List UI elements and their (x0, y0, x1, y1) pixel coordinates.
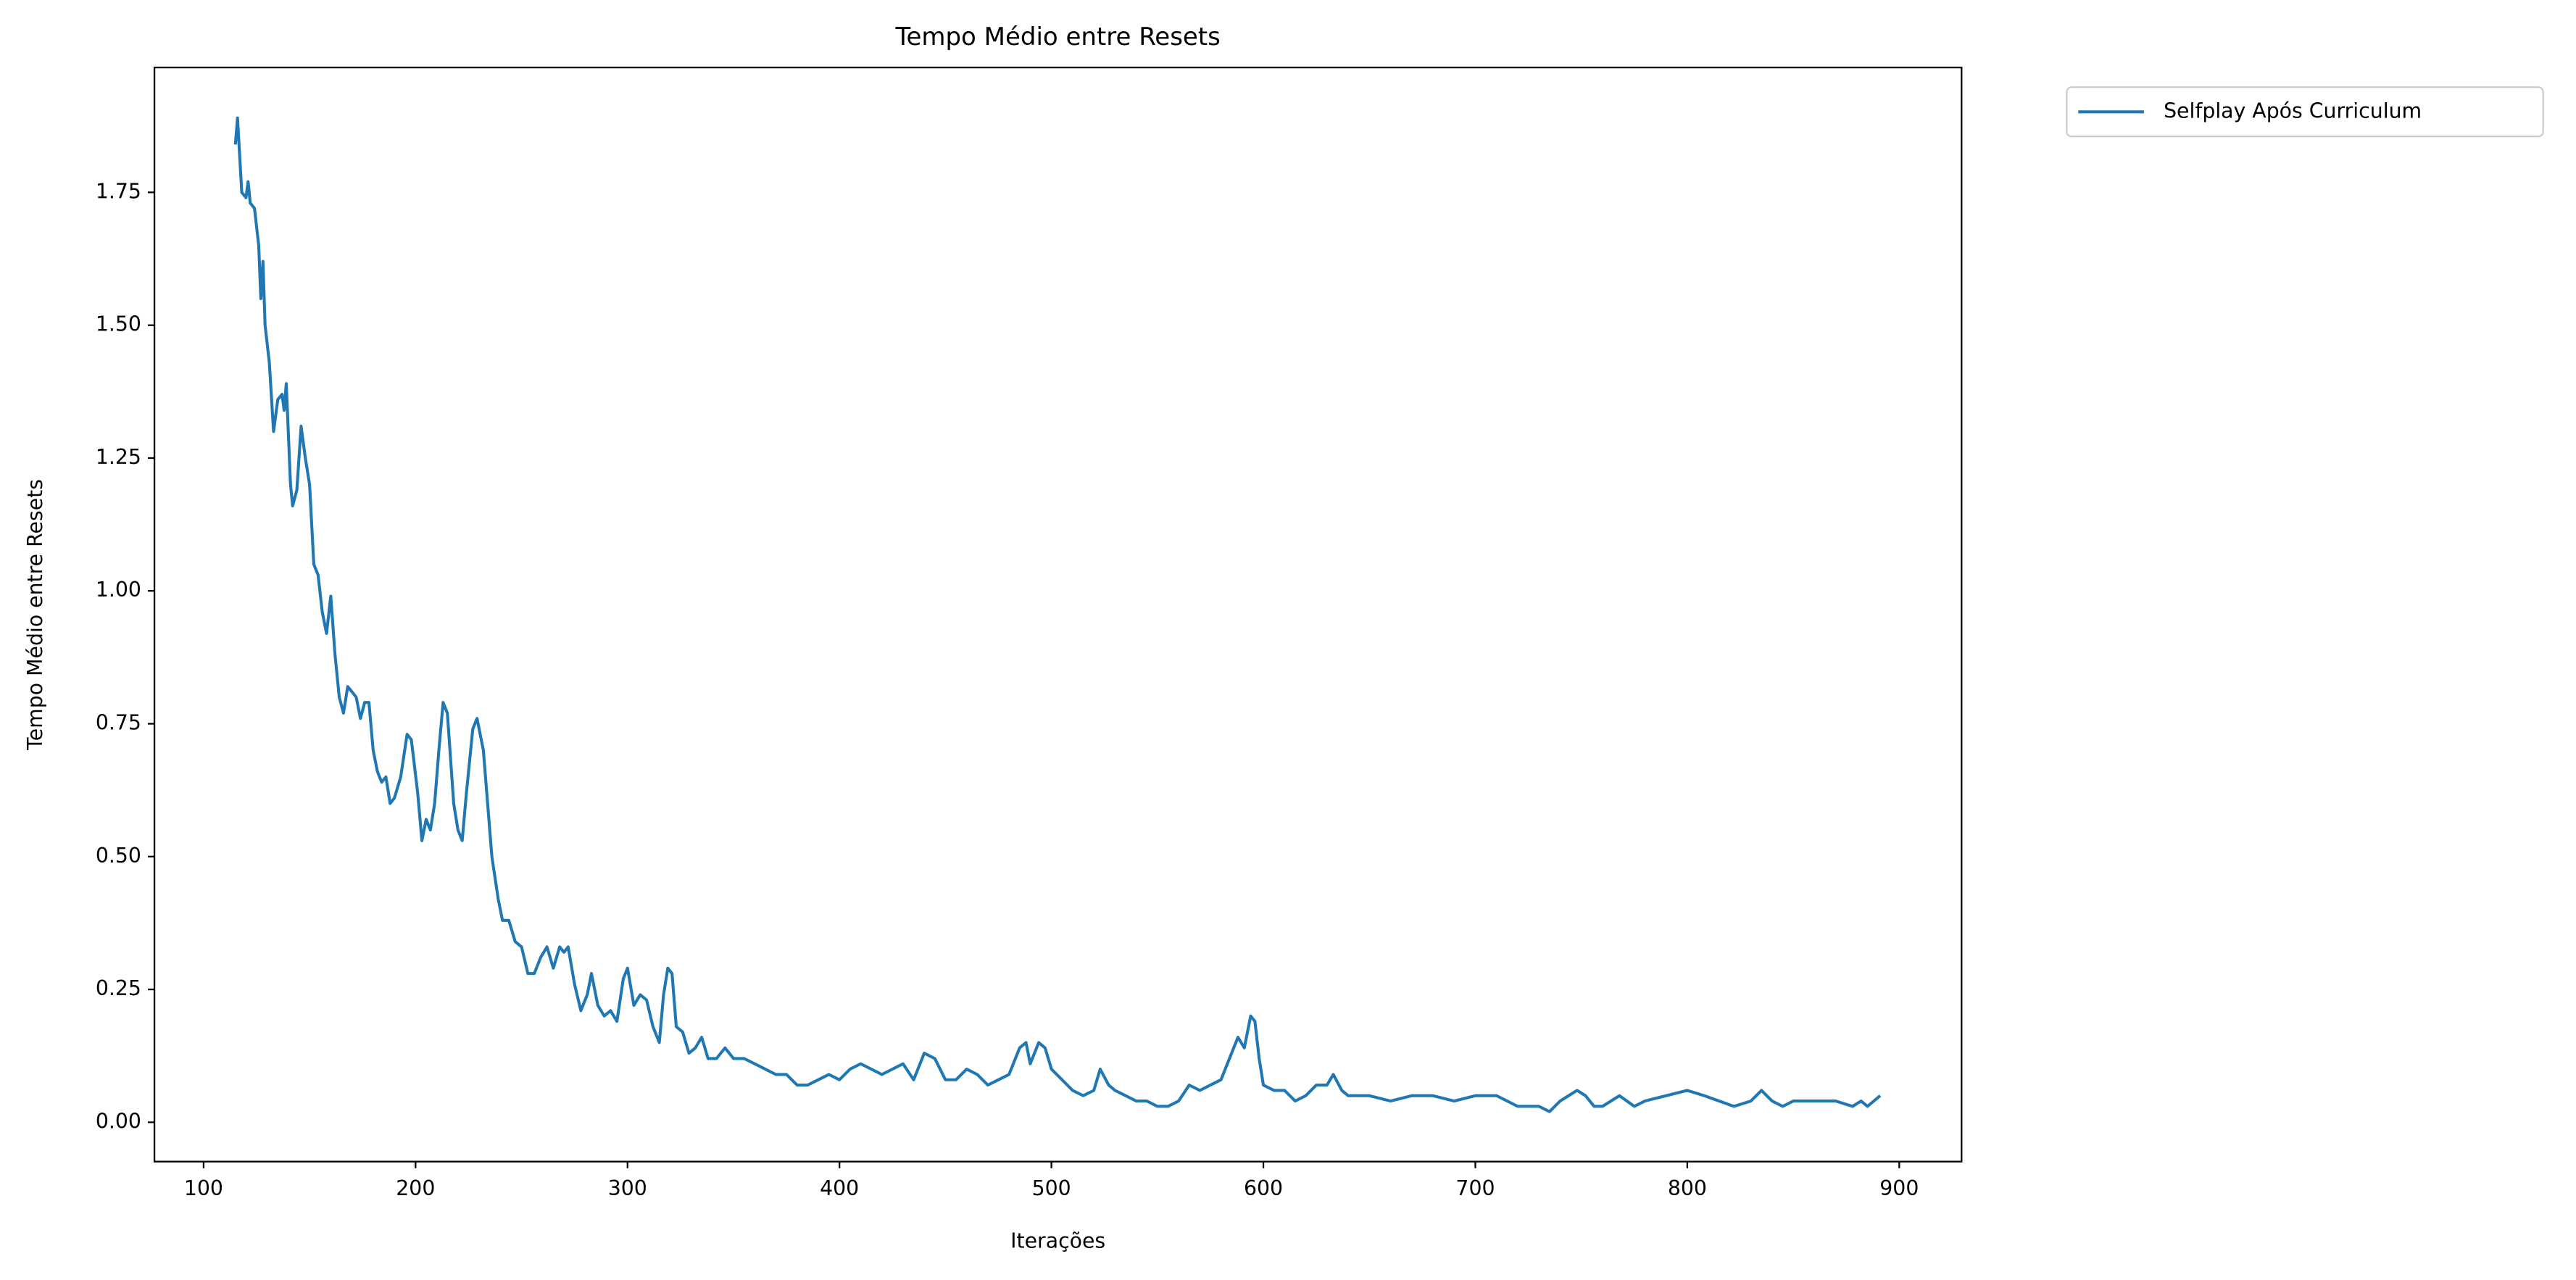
y-tick-label: 0.00 (96, 1109, 141, 1133)
plot-frame (153, 66, 1963, 1163)
x-tick-label: 500 (1032, 1176, 1071, 1200)
y-tick-label: 1.75 (96, 179, 141, 203)
chart-title: Tempo Médio entre Resets (894, 22, 1220, 51)
legend-label: Selfplay Após Curriculum (2164, 99, 2422, 122)
data-line (233, 116, 1882, 1113)
y-axis-label: Tempo Médio entre Resets (23, 479, 47, 751)
x-tick-label: 700 (1455, 1176, 1495, 1200)
x-tick-label: 900 (1879, 1176, 1919, 1200)
x-tick-label: 400 (820, 1176, 859, 1200)
y-tick-label: 0.50 (96, 844, 141, 868)
legend-box (2066, 86, 2544, 138)
y-tick-label: 0.25 (96, 976, 141, 1000)
y-tick-label: 1.50 (96, 312, 141, 336)
y-tick-label: 0.75 (96, 711, 141, 735)
x-axis-label: Iterações (1010, 1229, 1105, 1253)
y-tick-label: 1.25 (96, 445, 141, 469)
x-tick-label: 600 (1244, 1176, 1283, 1200)
x-tick-label: 200 (396, 1176, 435, 1200)
y-tick-label: 1.00 (96, 578, 141, 602)
x-tick-label: 100 (184, 1176, 223, 1200)
x-tick-label: 800 (1668, 1176, 1707, 1200)
x-tick-label: 300 (608, 1176, 647, 1200)
